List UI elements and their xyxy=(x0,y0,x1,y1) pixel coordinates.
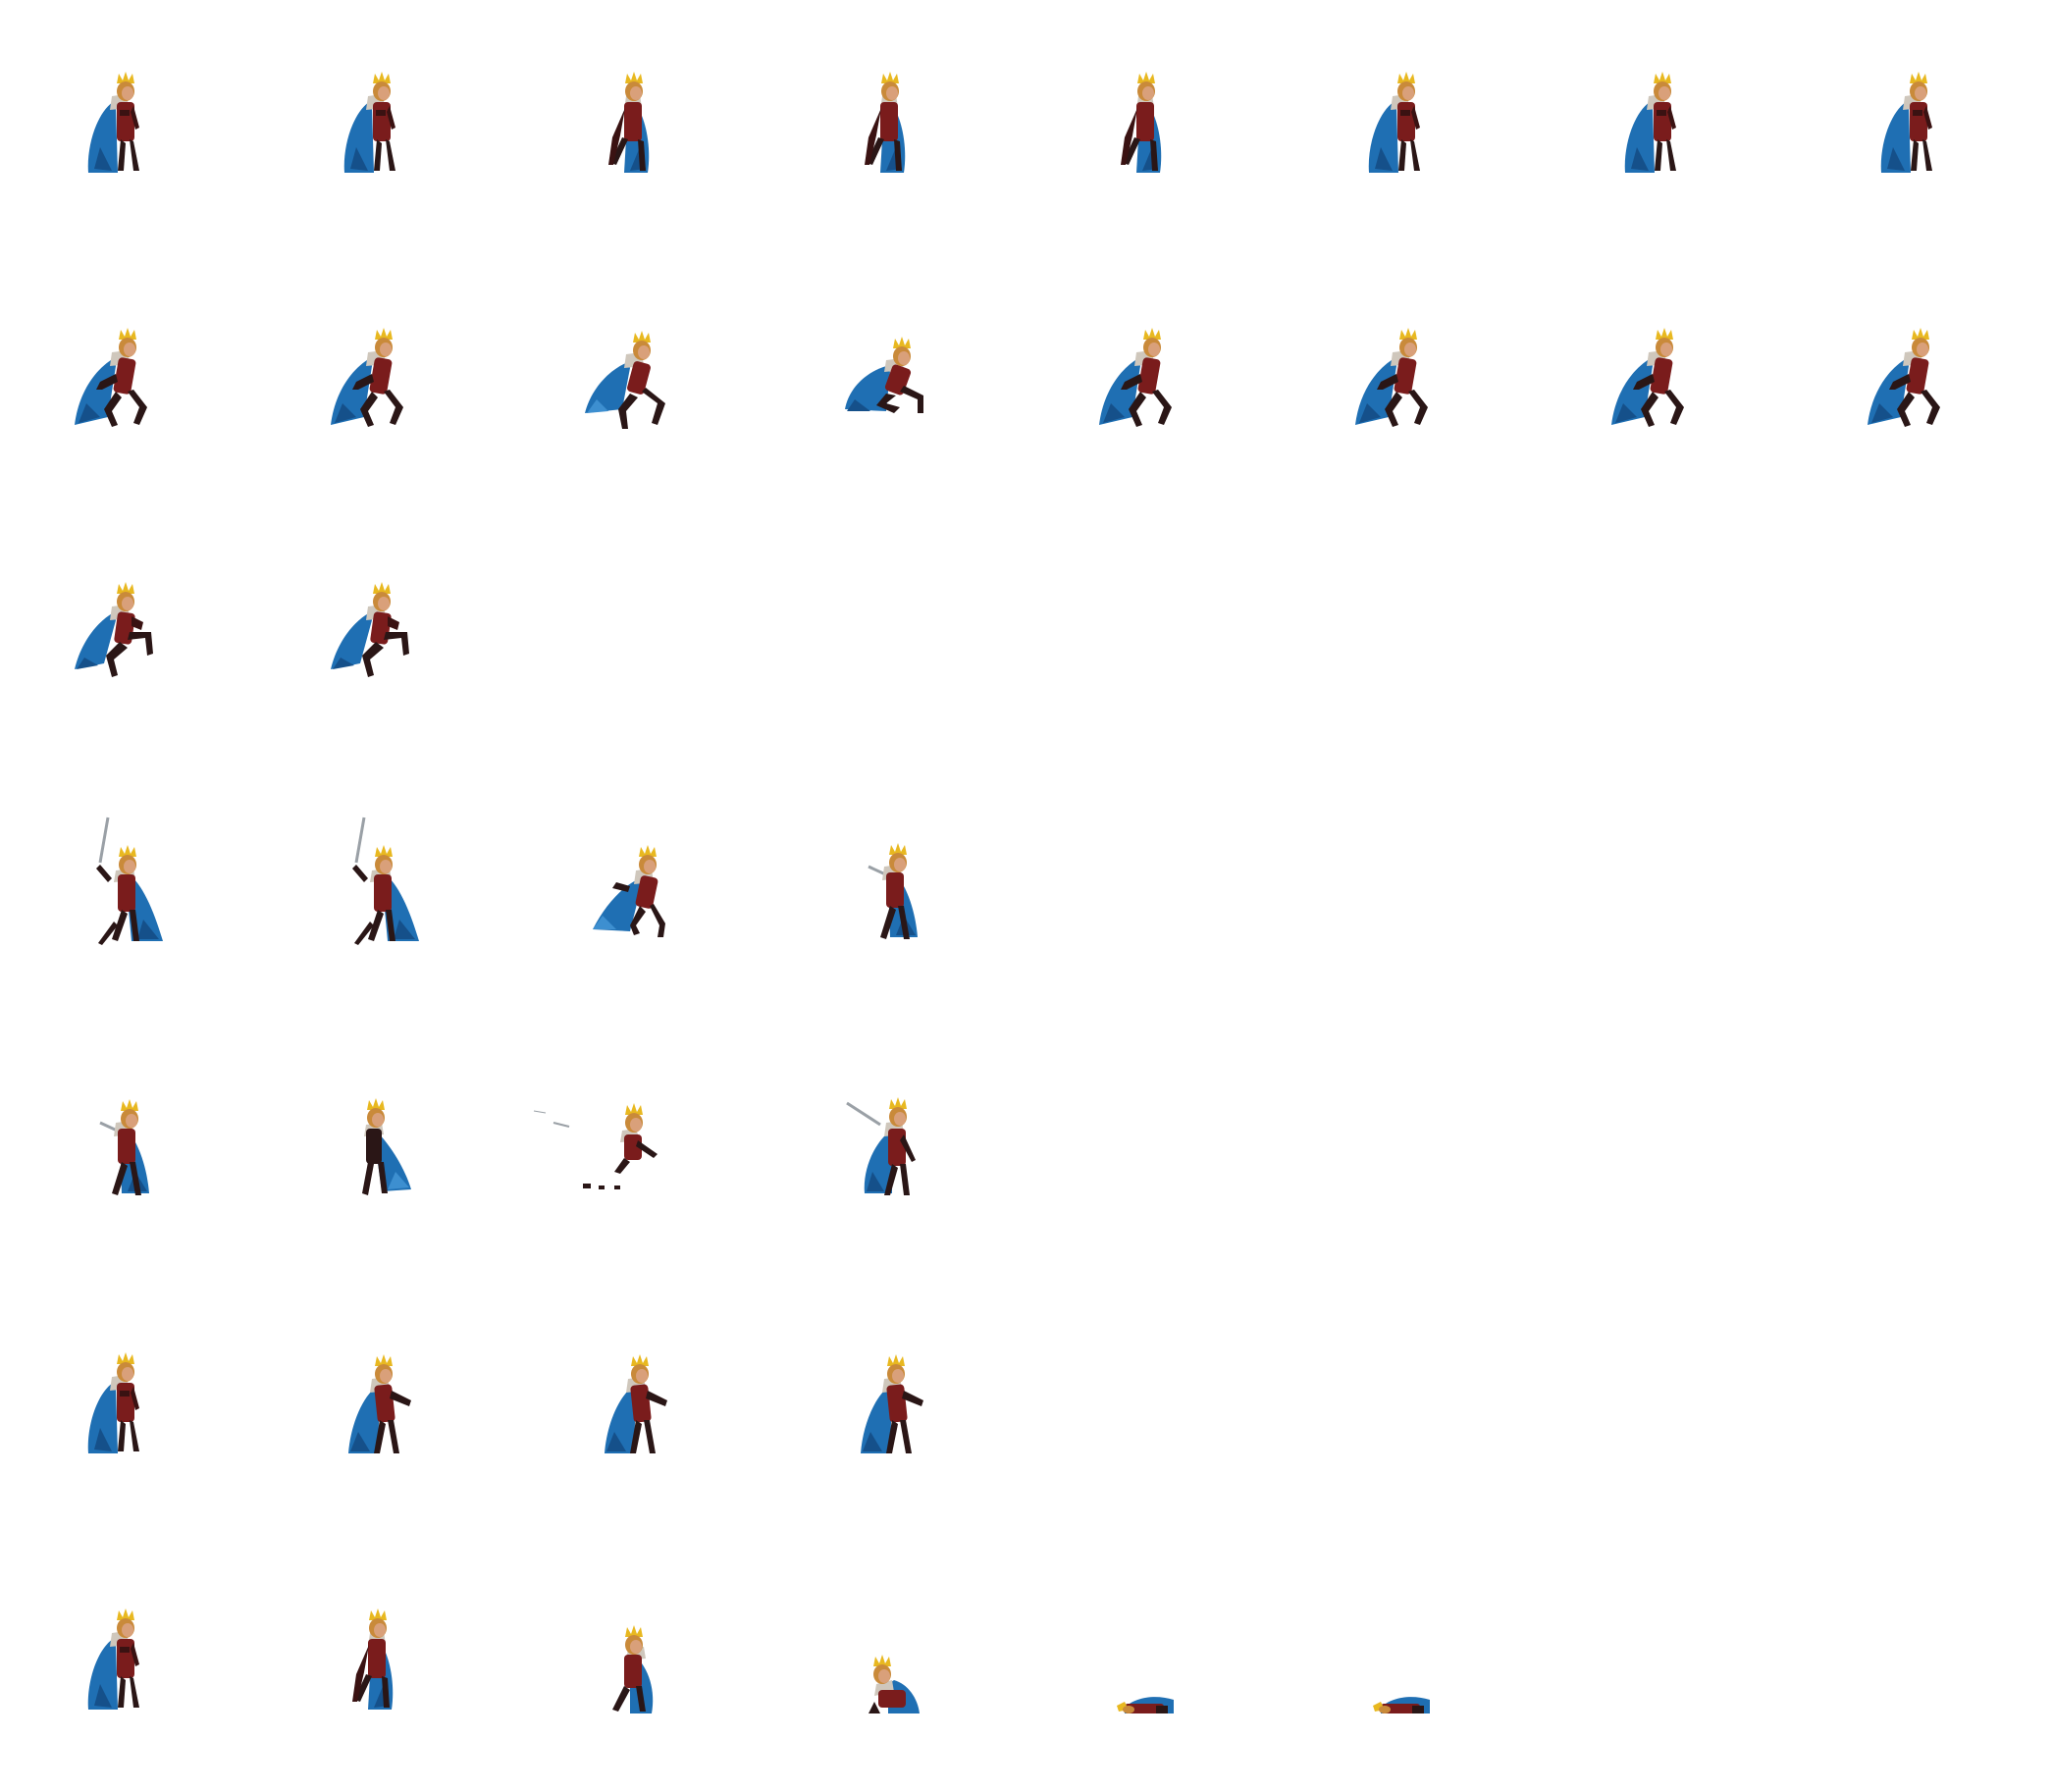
sprite-frame-run-6 xyxy=(1283,256,1538,511)
sprite-frame-death-6 xyxy=(1283,1537,1538,1792)
stand-sprite xyxy=(87,72,139,173)
stand-sprite xyxy=(1368,72,1420,173)
sprite-frame-death-3 xyxy=(514,1537,769,1792)
recoil-sprite xyxy=(861,1354,923,1453)
sprite-frame-idle-5 xyxy=(1026,0,1282,255)
sprite-frame-run-5 xyxy=(1026,256,1282,511)
fall-sprite xyxy=(869,1655,920,1713)
run-sprite xyxy=(1099,328,1172,427)
sprite-frame-idle-1 xyxy=(2,0,257,255)
recoil-sprite xyxy=(605,1354,667,1453)
lie-sprite xyxy=(1117,1697,1174,1713)
sprite-frame-attack-1-1 xyxy=(2,768,257,1024)
sprite-frame-hurt-1 xyxy=(2,1281,257,1536)
jump-sprite xyxy=(331,582,409,677)
sprite-frame-attack-2-1 xyxy=(2,1025,257,1280)
stand-sprite xyxy=(1880,72,1932,173)
run-sprite xyxy=(75,328,147,427)
sprite-frame-run-8 xyxy=(1795,256,2050,511)
stand-sprite xyxy=(87,1608,139,1710)
stand-sprite xyxy=(1624,72,1676,173)
sword-up-sprite xyxy=(96,817,163,945)
sprite-frame-death-5 xyxy=(1026,1537,1282,1792)
sprite-frame-attack-2-4 xyxy=(770,1025,1026,1280)
run-sprite xyxy=(1611,328,1684,427)
sprite-frame-run-4 xyxy=(770,256,1026,511)
sprite-frame-idle-4 xyxy=(770,0,1026,255)
sprite-frame-run-3 xyxy=(514,256,769,511)
sprite-frame-run-7 xyxy=(1539,256,1794,511)
sprite-frame-attack-2-2 xyxy=(258,1025,513,1280)
sprite-frame-attack-1-2 xyxy=(258,768,513,1024)
stand-sprite xyxy=(87,1352,139,1453)
sprite-frame-hurt-3 xyxy=(514,1281,769,1536)
sprite-frame-run-2 xyxy=(258,256,513,511)
jump-sprite xyxy=(75,582,153,677)
sprite-frame-attack-1-4 xyxy=(770,768,1026,1024)
stand-b-sprite xyxy=(1121,72,1162,173)
sprite-frame-idle-2 xyxy=(258,0,513,255)
crouch-sprite xyxy=(845,337,923,413)
sprite-frame-idle-3 xyxy=(514,0,769,255)
stand-sprite xyxy=(343,72,395,173)
sprite-frame-death-1 xyxy=(2,1537,257,1792)
stand-b-sprite xyxy=(865,72,906,173)
sprite-frame-hurt-2 xyxy=(258,1281,513,1536)
thrust-sprite xyxy=(846,1097,916,1195)
sprite-frame-jump-2 xyxy=(258,512,513,767)
run-sprite xyxy=(331,328,403,427)
lie-sprite xyxy=(1373,1697,1430,1713)
sprite-frame-idle-7 xyxy=(1539,0,1794,255)
slash-sprite xyxy=(99,1099,149,1195)
kneel-sprite xyxy=(612,1625,654,1713)
lunge-sprite xyxy=(593,845,665,937)
stand-b-sprite xyxy=(352,1608,394,1710)
sprite-frame-death-2 xyxy=(258,1537,513,1792)
sprite-frame-hurt-4 xyxy=(770,1281,1026,1536)
sprite-frame-death-4 xyxy=(770,1537,1026,1792)
slash-sprite xyxy=(868,843,918,939)
sprite-sheet xyxy=(2,0,2050,1713)
recoil-sprite xyxy=(348,1354,411,1453)
sprite-frame-idle-8 xyxy=(1795,0,2050,255)
run-sprite xyxy=(1868,328,1940,427)
run-sprite xyxy=(1355,328,1428,427)
sprite-frame-attack-1-3 xyxy=(514,768,769,1024)
dash-sprite xyxy=(533,1103,658,1189)
sprite-frame-attack-2-3 xyxy=(514,1025,769,1280)
sword-up-sprite xyxy=(352,817,419,945)
spin-sprite xyxy=(362,1098,411,1195)
sprite-frame-jump-1 xyxy=(2,512,257,767)
sprite-frame-run-1 xyxy=(2,256,257,511)
sprite-frame-idle-6 xyxy=(1283,0,1538,255)
run-low-sprite xyxy=(585,331,665,429)
stand-b-sprite xyxy=(608,72,650,173)
